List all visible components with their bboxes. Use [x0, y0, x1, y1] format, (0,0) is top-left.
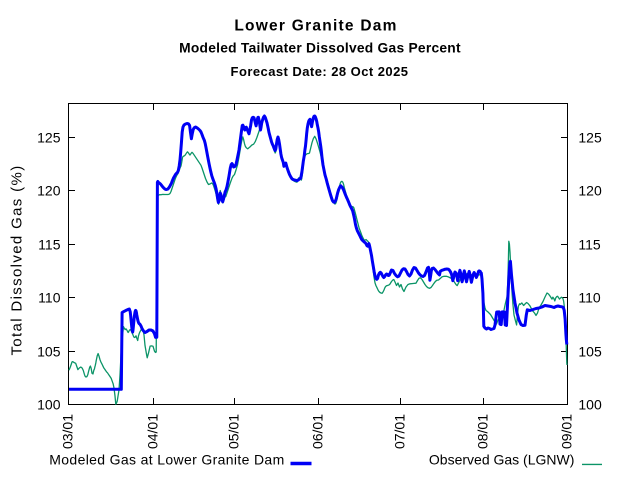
svg-text:125: 125 — [578, 130, 602, 146]
svg-text:105: 105 — [578, 344, 602, 360]
svg-text:06/01: 06/01 — [310, 414, 326, 449]
svg-text:Total Dissolved Gas (%): Total Dissolved Gas (%) — [8, 164, 25, 355]
svg-text:125: 125 — [37, 130, 61, 146]
svg-text:Modeled Gas at Lower Granite D: Modeled Gas at Lower Granite Dam — [49, 451, 284, 467]
svg-text:08/01: 08/01 — [475, 414, 491, 449]
svg-text:110: 110 — [38, 290, 61, 306]
svg-text:100: 100 — [578, 397, 602, 413]
svg-text:Lower Granite Dam: Lower Granite Dam — [234, 18, 397, 35]
svg-text:105: 105 — [37, 344, 61, 360]
svg-text:05/01: 05/01 — [226, 414, 242, 449]
svg-text:09/01: 09/01 — [559, 414, 575, 449]
svg-text:07/01: 07/01 — [392, 414, 408, 449]
svg-text:04/01: 04/01 — [145, 414, 161, 449]
svg-text:120: 120 — [37, 183, 61, 199]
svg-text:Observed Gas (LGNW): Observed Gas (LGNW) — [429, 451, 574, 467]
svg-text:110: 110 — [578, 290, 601, 306]
svg-text:Forecast Date: 28 Oct 2025: Forecast Date: 28 Oct 2025 — [231, 64, 409, 79]
svg-text:100: 100 — [37, 397, 61, 413]
svg-text:03/01: 03/01 — [60, 414, 76, 449]
svg-text:115: 115 — [578, 237, 601, 253]
svg-text:120: 120 — [578, 183, 602, 199]
svg-text:115: 115 — [38, 237, 61, 253]
svg-text:Modeled Tailwater Dissolved Ga: Modeled Tailwater Dissolved Gas Percent — [179, 41, 461, 56]
